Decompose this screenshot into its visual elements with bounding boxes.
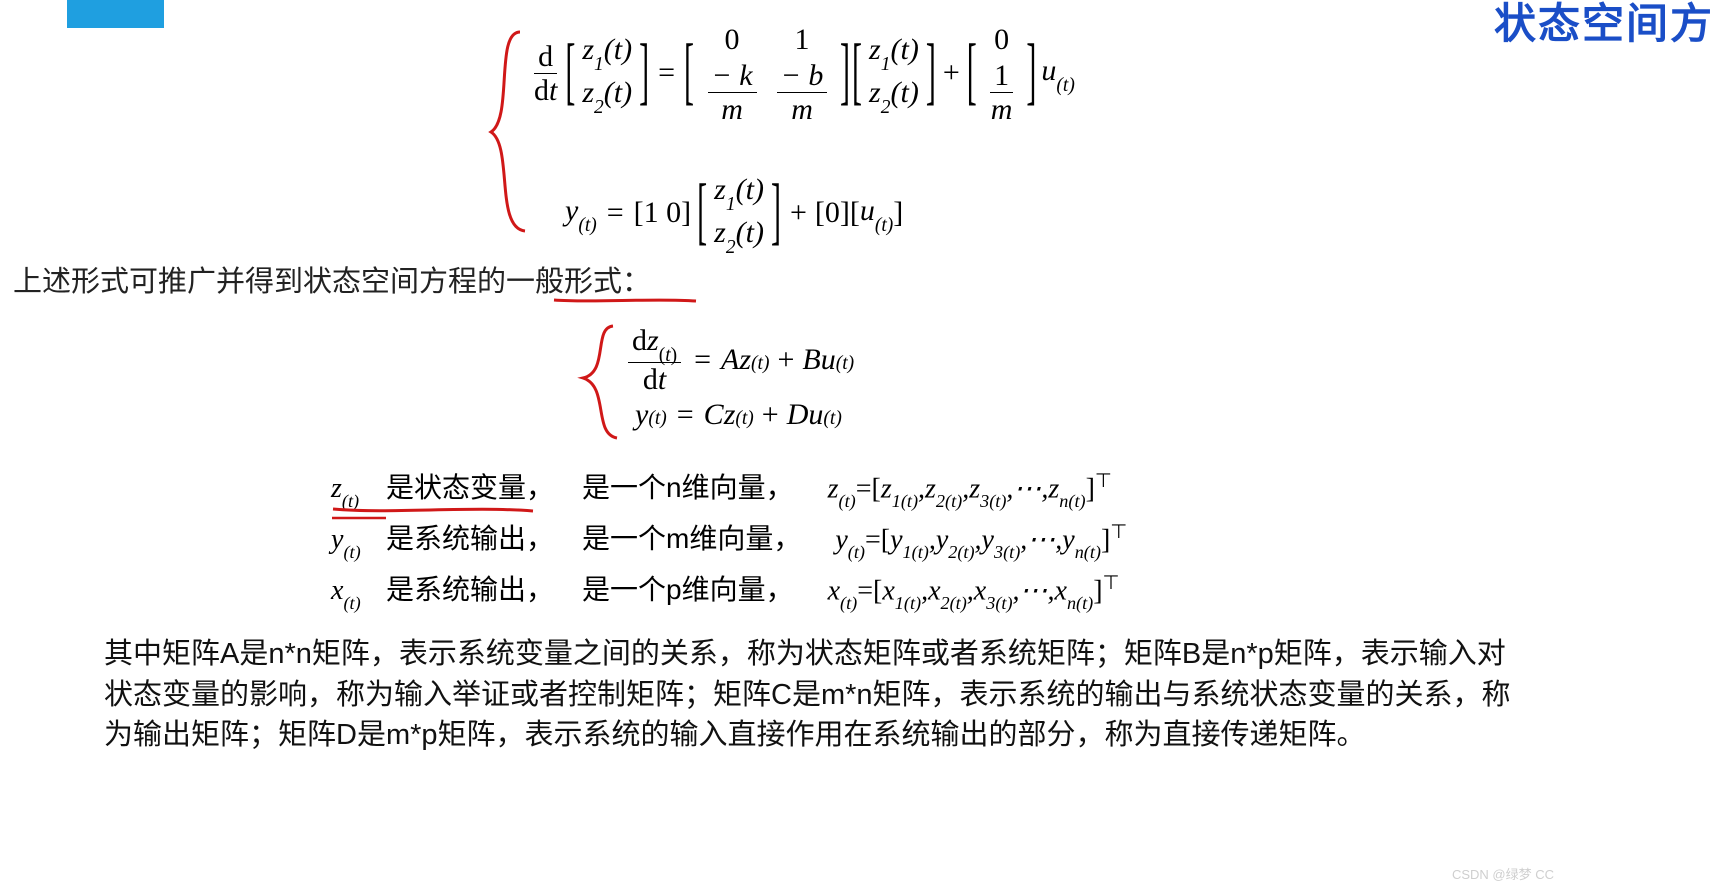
general-state-eq: dz(t) dt = Az(t) + Bu(t) [625, 324, 854, 396]
def-y-1: 是系统输出， [386, 517, 554, 557]
deriv-num: d [534, 40, 557, 74]
def-y-2: 是一个m维向量， [582, 517, 801, 557]
z2t-3: z2(t) [714, 213, 764, 256]
def-row-x: x(t) 是系统输出， 是一个p维向量， x(t)=[x1(t),x2(t),x… [331, 568, 1127, 619]
B1: 1m [984, 59, 1020, 126]
def-z-1: 是状态变量， [386, 466, 554, 506]
general-output-eq: y(t) = Cz(t) + Du(t) [635, 398, 842, 432]
A10: − km [701, 59, 763, 126]
z2t: z2(t) [582, 73, 632, 116]
C-matrix: [1 0] [634, 196, 691, 230]
z1t: z1(t) [582, 30, 632, 73]
matrix-description-paragraph: 其中矩阵A是n*n矩阵，表示系统变量之间的关系，称为状态矩阵或者系统矩阵；矩阵B… [104, 634, 1534, 756]
intro-sentence: 上述形式可推广并得到状态空间方程的一般形式： [13, 258, 651, 300]
variable-definitions: z(t) 是状态变量， 是一个n维向量， z(t)=[z1(t),z2(t),z… [331, 466, 1127, 619]
B0: 0 [984, 20, 1020, 59]
def-z-2: 是一个n维向量， [582, 466, 794, 506]
A00: 0 [701, 20, 763, 59]
def-row-y: y(t) 是系统输出， 是一个m维向量， y(t)=[y1(t),y2(t),y… [331, 517, 1127, 568]
sym-x: x(t) [331, 575, 386, 611]
slide-title-fragment: 状态空间方 [1494, 0, 1714, 51]
A01: 1 [771, 20, 833, 59]
output-equation-line: y(t) = [1 0] [ z1(t) z2(t) ] + [0] [u(t)… [565, 170, 903, 257]
def-x-vec: x(t)=[x1(t),x2(t),x3(t),⋯,xn(t)]⊤ [828, 571, 1120, 611]
A11: − bm [771, 59, 833, 126]
state-equation-line: d dt [ z1(t) z2(t) ] = [ 0 − km 1 − bm ]… [527, 20, 1075, 126]
red-brace-2 [575, 320, 627, 442]
z2t-2: z2(t) [869, 73, 919, 116]
D-matrix: [0] [815, 196, 850, 230]
z1t-2: z1(t) [869, 30, 919, 73]
def-x-1: 是系统输出， [386, 568, 554, 608]
y-t: y(t) [565, 194, 597, 233]
def-z-vec: z(t)=[z1(t),z2(t),z3(t),⋯,zn(t)]⊤ [828, 469, 1112, 509]
z1t-3: z1(t) [714, 170, 764, 213]
def-y-vec: y(t)=[y1(t),y2(t),y3(t),⋯,yn(t)]⊤ [835, 520, 1127, 560]
u-t: u(t) [1041, 54, 1074, 93]
def-x-2: 是一个p维向量， [582, 568, 794, 608]
watermark-text: CSDN @绿梦 CC [1452, 864, 1554, 883]
red-underline-general-form [552, 296, 698, 306]
red-overline-y [330, 514, 388, 522]
logo-block [67, 0, 164, 28]
deriv-den: dt [530, 74, 561, 107]
sym-y: y(t) [331, 524, 386, 560]
u-t-2: u(t) [860, 194, 893, 233]
